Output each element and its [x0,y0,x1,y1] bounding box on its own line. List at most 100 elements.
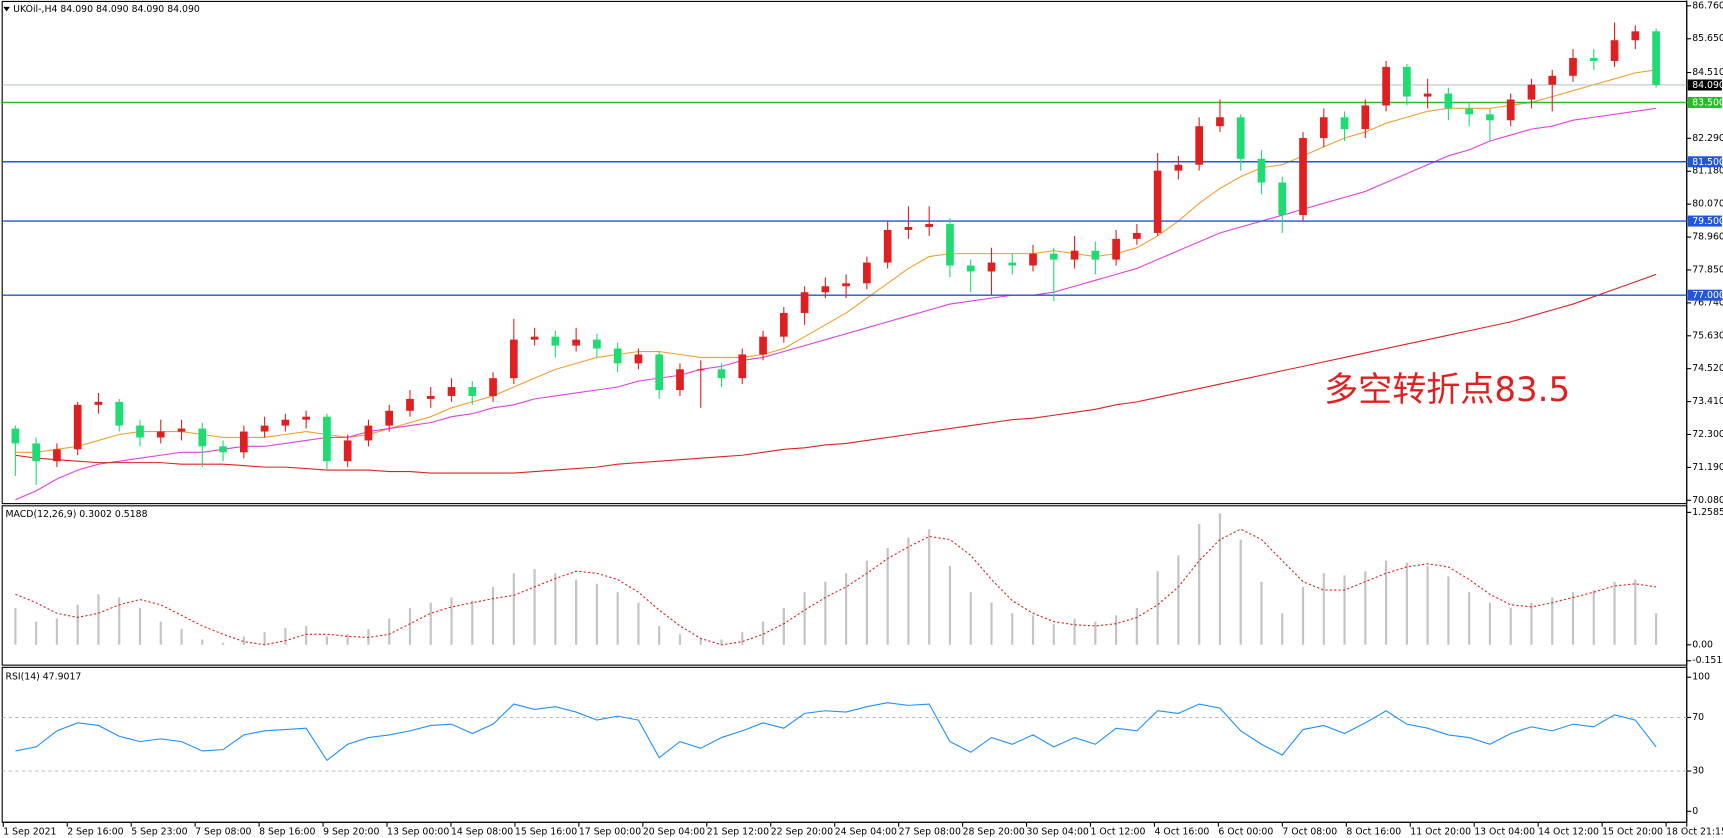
x-tick-label: 6 Oct 00:00 [1218,827,1273,838]
menu-arrow[interactable] [3,6,10,12]
candle-body [1527,84,1536,100]
y-tick-label: 78.960 [1692,232,1723,243]
y-tick-label: 0.00 [1692,639,1713,650]
candle-body [842,283,850,287]
x-tick-label: 21 Sep 12:00 [707,827,769,838]
x-tick-label: 13 Oct 04:00 [1474,827,1535,838]
x-tick-label: 24 Sep 04:00 [835,827,897,838]
candle-body [1153,170,1162,233]
candle-body [239,431,248,453]
y-tick-label: 74.520 [1692,363,1723,374]
candle-body [468,387,477,396]
candle-body [406,398,414,411]
y-tick-label: 70.080 [1692,495,1723,506]
candle-body [863,262,871,284]
candle-body [32,443,40,462]
price-level-label: 79.500 [1692,216,1723,227]
candle-body [779,312,788,337]
candle-body [904,226,913,230]
x-tick-label: 1 Sep 2021 [3,827,56,838]
candle-body [1195,126,1204,165]
candle-body [177,428,186,432]
y-tick-label: 84.510 [1692,67,1723,78]
candle-body [593,339,601,349]
y-tick-label: 71.190 [1692,462,1723,473]
candle-body [343,440,352,462]
candle-body [1008,262,1017,266]
x-tick-label: 18 Oct 21:15 [1666,827,1723,838]
candle-body [530,336,539,340]
y-tick-label: 81.180 [1692,166,1723,177]
candle-body [800,292,809,313]
candle-body [1049,253,1058,260]
candle-body [987,262,996,272]
indicator-line [15,702,1657,762]
candle-body [676,369,684,391]
y-tick-label: 30 [1692,766,1704,777]
candle-body [1236,117,1245,159]
y-tick-label: 72.300 [1692,429,1723,440]
price-level-label: 84.090 [1692,80,1723,91]
y-tick-label: 100 [1692,672,1710,683]
main-header: UKOil-,H4 84.090 84.090 84.090 84.090 [13,4,200,15]
candle-body [426,395,435,399]
candle-body [551,336,560,346]
price-level-label: 81.500 [1692,157,1723,168]
x-tick-label: 22 Sep 20:00 [771,827,833,838]
y-tick-label: 77.850 [1692,264,1723,275]
candle-body [1506,99,1515,121]
candle-body [925,224,934,227]
candle-body [1029,253,1037,266]
y-tick-label: 86.760 [1692,0,1723,11]
x-tick-label: 5 Sep 23:00 [131,827,187,838]
candle-body [136,425,144,438]
x-tick-label: 13 Sep 00:00 [387,827,449,838]
y-tick-label: 85.650 [1692,33,1723,44]
candle-body [1278,182,1287,216]
candle-body [385,410,394,426]
y-tick-label: 70 [1692,712,1704,723]
candle-body [447,387,456,396]
candle-body [1589,58,1598,61]
candle-body [1070,250,1079,260]
x-tick-label: 2 Sep 16:00 [67,827,123,838]
candle-body [1340,117,1349,130]
candle-body [1216,117,1224,127]
x-tick-label: 20 Sep 04:00 [643,827,705,838]
candle-body [1423,93,1432,97]
signal-line [15,528,1657,646]
y-tick-label: 75.630 [1692,330,1723,341]
candle-body [1403,66,1411,97]
candle-body [1361,105,1370,130]
candle-body [1610,40,1619,61]
macd-header: MACD(12,26,9) 0.3002 0.5188 [5,509,147,520]
x-tick-label: 8 Sep 16:00 [259,827,315,838]
price-level-box [1687,215,1722,227]
candle-body [198,428,207,447]
candle-body [759,336,767,355]
y-tick-label: -0.1516 [1692,655,1723,666]
candle-body [1382,66,1390,106]
x-tick-label: 14 Oct 12:00 [1538,827,1599,838]
candle-body [966,265,975,272]
candle-body [696,369,705,371]
candle-body [364,425,373,441]
x-tick-label: 7 Oct 08:00 [1282,827,1337,838]
candle-body [1569,58,1577,76]
x-tick-label: 28 Sep 20:00 [963,827,1025,838]
candle-body [156,431,165,438]
price-level-box [1687,289,1722,301]
x-tick-label: 11 Oct 20:00 [1410,827,1471,838]
candle-body [489,378,497,396]
moving-average [15,69,1657,453]
candle-body [11,428,20,444]
candle-body [1133,232,1141,239]
annotation: 多空转折点83.5 [1324,370,1570,410]
x-tick-label: 8 Oct 16:00 [1346,827,1401,838]
candle-body [302,416,310,420]
price-level-label: 77.000 [1692,290,1723,301]
candle-body [634,354,643,364]
candle-body [281,419,290,426]
